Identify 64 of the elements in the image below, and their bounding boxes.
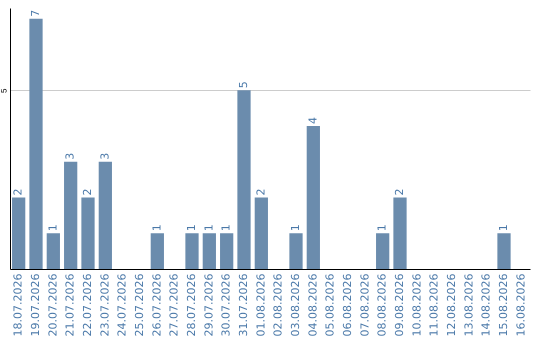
x-tick-label: 21.07.2026 [64,274,77,336]
x-tick-label: 02.08.2026 [272,274,285,336]
x-tick-label: 09.08.2026 [393,274,406,336]
data-label: 1 [497,224,510,232]
data-label: 1 [202,224,216,232]
bar [289,233,303,269]
data-label: 3 [98,152,112,160]
x-tick-label: 01.08.2026 [254,274,268,336]
data-label: 3 [64,152,77,160]
x-tick-label: 29.07.2026 [202,274,216,336]
x-tick-label: 31.07.2026 [237,274,250,336]
bar [150,233,164,269]
bar [237,90,251,269]
x-tick-label: 11.08.2026 [428,274,441,336]
data-label: 1 [220,224,233,232]
x-tick-label: 30.07.2026 [220,274,233,336]
bar [29,18,43,269]
x-tick-label: 07.08.2026 [358,274,372,336]
x-tick-label: 08.08.2026 [376,274,389,336]
bar [12,197,26,269]
data-label: 2 [254,188,268,196]
bar [306,126,320,269]
data-label: 7 [29,10,42,17]
data-label: 4 [306,116,320,124]
x-tick-label: 03.08.2026 [289,274,302,336]
x-tick-label: 22.07.2026 [81,274,94,336]
bar [220,233,234,269]
x-tick-label: 04.08.2026 [306,274,320,336]
x-tick-label: 28.07.2026 [185,274,198,336]
data-label: 2 [393,188,406,196]
data-label: 1 [185,224,198,232]
x-tick-label: 06.08.2026 [341,274,354,336]
x-tick-label: 19.07.2026 [29,274,42,336]
data-label: 1 [46,224,60,232]
bar [393,197,407,269]
bar [202,233,216,269]
data-label: 1 [376,224,389,232]
x-tick-label: 18.07.2026 [12,274,25,336]
data-label: 1 [150,224,164,232]
data-label: 2 [12,188,25,196]
data-label: 5 [237,81,250,88]
x-tick-label: 25.07.2026 [133,274,146,336]
bar [98,162,112,269]
data-label: 2 [81,188,94,196]
bar [376,233,390,269]
data-label: 1 [289,224,302,232]
bar [254,197,268,269]
x-tick-label: 23.07.2026 [98,274,112,336]
bar [81,197,95,269]
x-tick-label: 20.07.2026 [46,274,60,336]
x-tick-label: 13.08.2026 [462,274,476,336]
x-tick-label: 12.08.2026 [445,274,458,336]
x-tick-label: 24.07.2026 [116,274,129,336]
bar [185,233,199,269]
x-tick-label: 16.08.2026 [514,274,528,336]
x-tick-label: 05.08.2026 [324,274,337,336]
x-tick-label: 27.07.2026 [168,274,181,336]
bar [497,233,511,269]
bar [64,162,78,269]
x-tick-label: 10.08.2026 [410,274,424,336]
x-tick-label: 14.08.2026 [480,274,493,336]
bar [46,233,60,269]
x-tick-label: 26.07.2026 [150,274,164,336]
x-tick-label: 15.08.2026 [497,274,510,336]
